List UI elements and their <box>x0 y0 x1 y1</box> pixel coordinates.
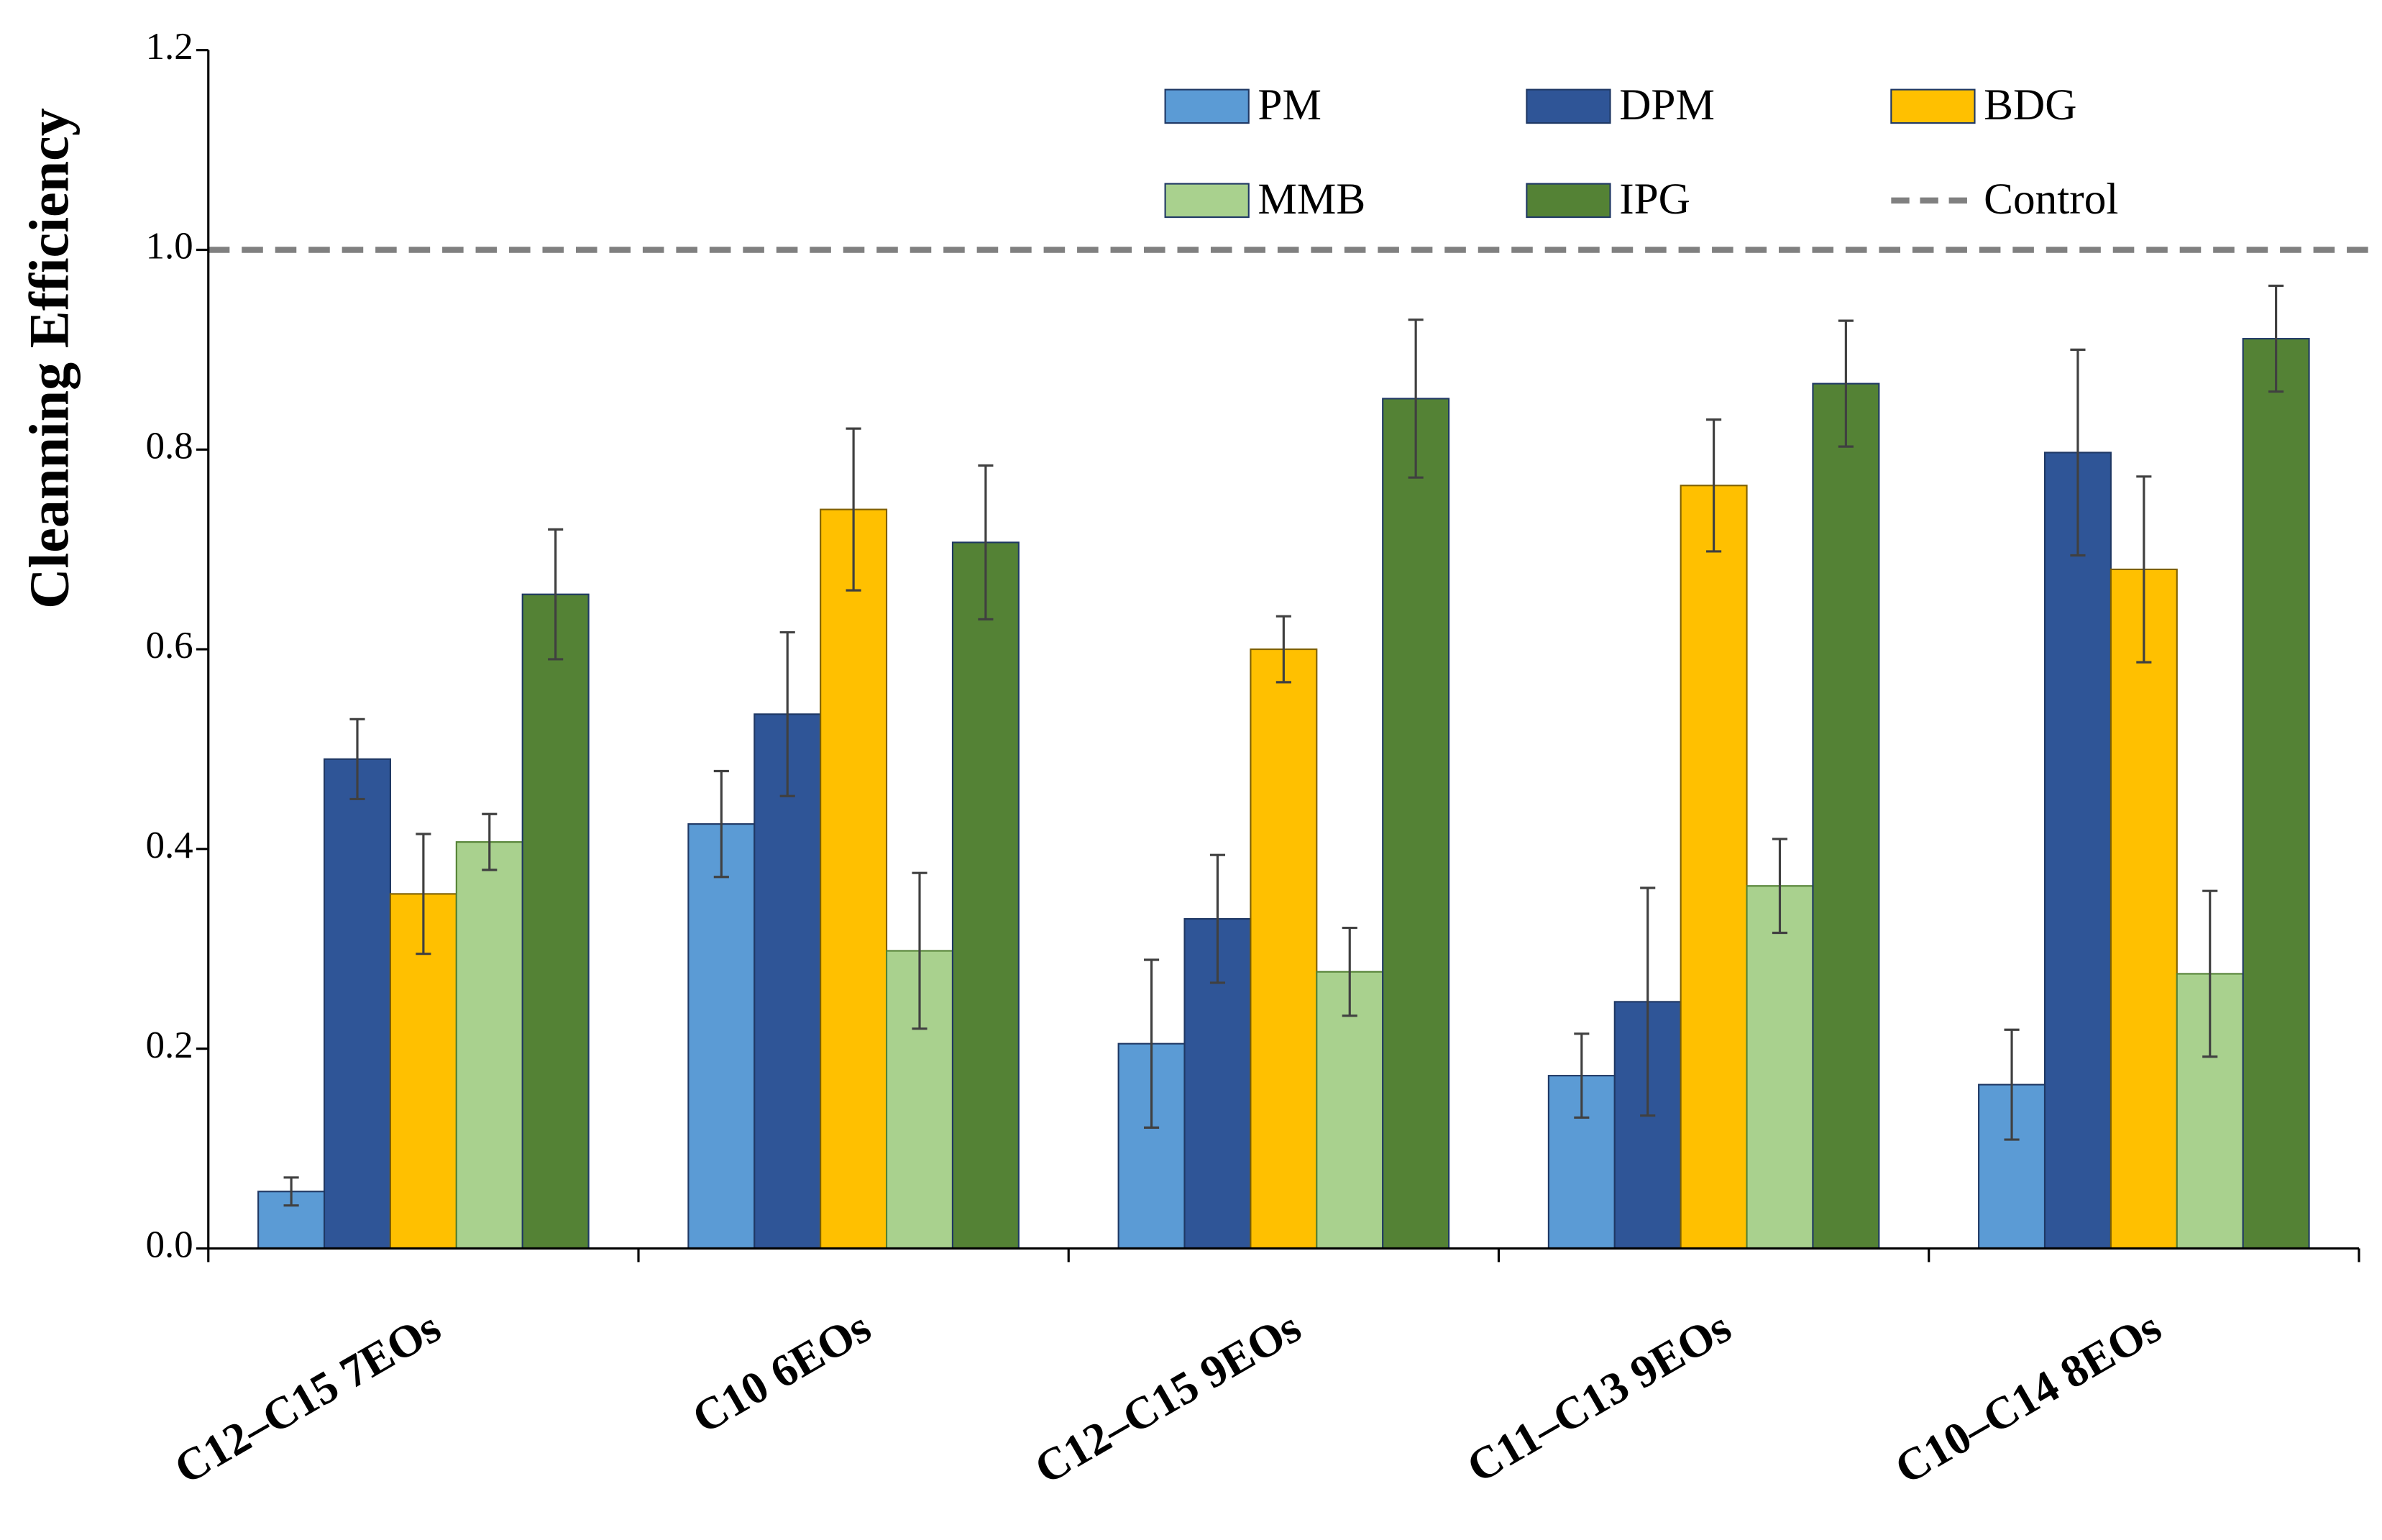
legend-label: BDG <box>1984 81 2076 129</box>
x-tick-label: C10–C14 8EOs <box>1887 1301 2169 1493</box>
bar <box>820 508 888 1250</box>
y-tick-label: 1.0 <box>146 226 193 267</box>
bar <box>323 758 391 1250</box>
y-tick-label: 0.6 <box>146 625 193 666</box>
bar <box>2242 338 2310 1250</box>
legend-swatch <box>1164 183 1250 219</box>
x-tick-label: C10 6EOs <box>684 1301 879 1443</box>
x-tick-label: C12–C15 7EOs <box>166 1301 449 1493</box>
bar <box>951 541 1020 1250</box>
legend-label: MMB <box>1258 175 1365 224</box>
bar <box>521 593 590 1250</box>
legend-swatch <box>1890 88 1976 124</box>
legend-label: PM <box>1258 81 1321 129</box>
bar <box>2110 568 2178 1250</box>
legend-label: DPM <box>1619 81 1715 129</box>
legend-label: Control <box>1984 175 2118 224</box>
bar <box>1250 648 1318 1250</box>
legend-swatch <box>1526 183 1611 219</box>
y-tick-label: 0.8 <box>146 425 193 467</box>
x-tick-label: C12–C15 9EOs <box>1027 1301 1309 1493</box>
bar <box>455 841 523 1250</box>
bar <box>1680 485 1748 1250</box>
bar <box>1746 885 1814 1250</box>
legend-swatch <box>1526 88 1611 124</box>
y-tick-label: 0.2 <box>146 1025 193 1066</box>
y-tick-label: 0.4 <box>146 825 193 866</box>
bar <box>1812 382 1880 1250</box>
bar <box>1382 398 1450 1250</box>
legend-label: IPG <box>1619 175 1690 224</box>
y-axis-title: Cleanning Efficiency <box>17 108 80 609</box>
bar <box>2043 452 2112 1250</box>
y-tick-label: 0.0 <box>146 1224 193 1266</box>
legend-swatch <box>1164 88 1250 124</box>
y-tick-label: 1.2 <box>146 26 193 68</box>
bar <box>687 823 756 1250</box>
x-tick-label: C11–C13 9EOs <box>1459 1301 1739 1493</box>
